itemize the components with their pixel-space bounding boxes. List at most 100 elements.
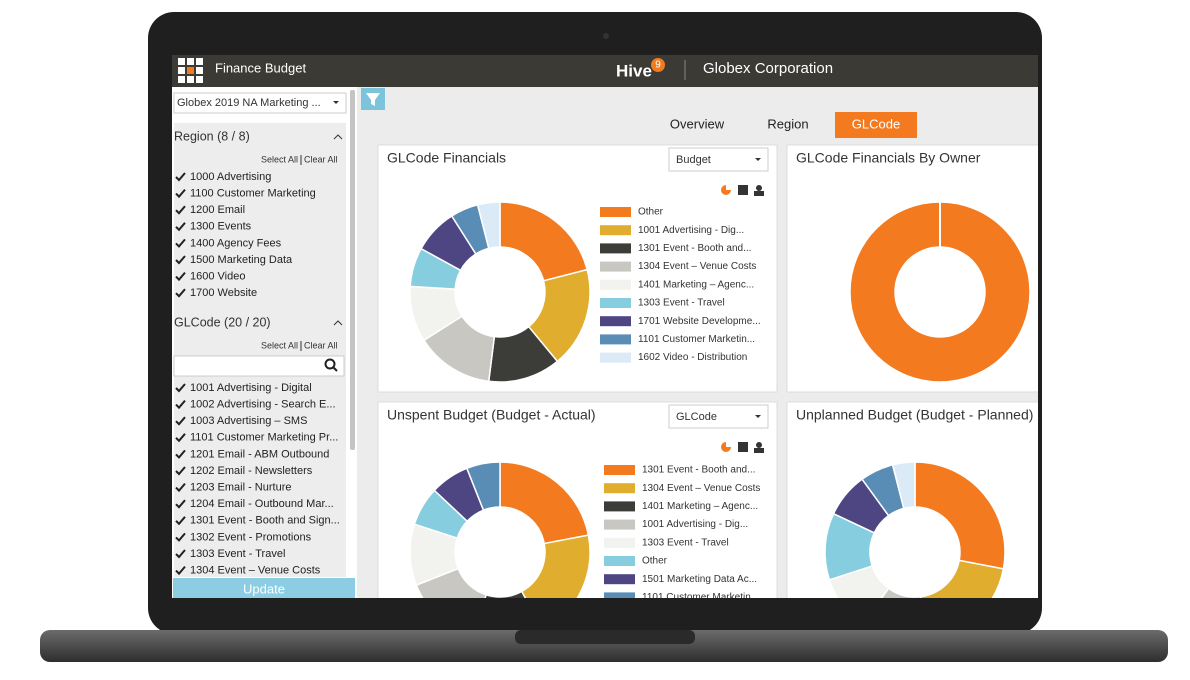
tab-active[interactable] <box>835 112 917 138</box>
legend-swatch <box>600 261 631 272</box>
legend-swatch <box>604 556 635 566</box>
update-button[interactable] <box>173 578 355 602</box>
check-icon <box>175 416 186 426</box>
legend-label[interactable]: 1401 Marketing – Agenc... <box>642 501 758 512</box>
legend-swatch <box>600 298 631 308</box>
legend-label[interactable]: 1401 Marketing – Agenc... <box>638 279 754 290</box>
filter-item[interactable]: 1002 Advertising - Search E... <box>190 399 336 411</box>
legend-label[interactable]: Other <box>642 556 668 567</box>
filter-item[interactable]: 1203 Email - Nurture <box>190 482 292 494</box>
check-icon <box>175 222 186 232</box>
table-view-icon[interactable] <box>738 185 748 195</box>
check-icon <box>175 271 186 282</box>
check-icon <box>175 532 186 542</box>
panel-select-text: Budget <box>676 154 711 166</box>
panel-select[interactable] <box>668 404 769 429</box>
company: Globex Corporation <box>703 60 833 77</box>
check-icon <box>175 238 186 248</box>
pie-view-icon[interactable] <box>721 442 731 452</box>
check-icon <box>175 288 186 298</box>
brand: Hive <box>616 61 652 80</box>
filter-item[interactable]: 1301 Event - Booth and Sign... <box>190 515 340 527</box>
filter-item[interactable]: 1700 Website <box>190 287 257 299</box>
owner-view-icon[interactable] <box>754 191 764 196</box>
filter-item[interactable]: 1201 Email - ABM Outbound <box>190 448 329 460</box>
filter-item[interactable]: 1600 Video <box>190 271 245 283</box>
tab[interactable]: Overview <box>670 116 725 131</box>
legend-swatch <box>600 352 631 363</box>
brand-badge-bg <box>651 58 665 72</box>
legend-swatch <box>604 465 635 475</box>
legend-label[interactable]: 1101 Customer Marketin... <box>642 592 759 603</box>
filter-item[interactable]: 1202 Email - Newsletters <box>190 465 313 477</box>
legend-label[interactable]: 1304 Event – Venue Costs <box>638 261 756 272</box>
tab[interactable]: GLCode <box>852 116 900 131</box>
legend-label[interactable]: 1101 Customer Marketin... <box>638 334 755 345</box>
filter-panel <box>174 123 346 577</box>
legend-label[interactable]: 1303 Event - Travel <box>638 298 725 309</box>
donut-slice <box>465 461 501 512</box>
filter-item[interactable]: 1300 Events <box>190 221 252 233</box>
search-box[interactable] <box>173 355 345 377</box>
caret <box>755 158 761 161</box>
legend-label[interactable]: 1701 Website Developme... <box>638 316 761 327</box>
filter-item[interactable]: 1003 Advertising – SMS <box>190 415 307 427</box>
table-view-icon[interactable] <box>738 442 748 452</box>
check-icon <box>175 205 186 215</box>
owner-view-icon[interactable] <box>754 448 764 453</box>
panel-select[interactable] <box>668 147 769 172</box>
legend-label[interactable]: Other <box>638 207 664 218</box>
select-all[interactable]: Select All <box>261 154 298 164</box>
plan-select[interactable] <box>173 92 347 114</box>
section-title[interactable]: GLCode (20 / 20) <box>174 315 271 329</box>
search-icon <box>324 358 336 370</box>
filter-item[interactable]: 1204 Email - Outbound Mar... <box>190 498 334 510</box>
camera <box>603 33 609 39</box>
owner-view-icon[interactable] <box>756 185 762 191</box>
legend-swatch <box>604 592 635 598</box>
notch <box>515 630 695 644</box>
caret <box>333 101 339 104</box>
legend-label[interactable]: 1304 Event – Venue Costs <box>642 483 760 494</box>
legend-label[interactable]: 1602 Video - Distribution <box>638 352 747 363</box>
filter-item[interactable]: 1000 Advertising <box>190 171 271 183</box>
panel-title: Unspent Budget (Budget - Actual) <box>387 407 596 423</box>
legend-swatch <box>604 537 635 548</box>
filter-item[interactable]: 1200 Email <box>190 204 245 216</box>
owner-view-icon[interactable] <box>756 442 762 448</box>
check-icon <box>175 516 186 526</box>
clear-all[interactable]: Clear All <box>304 340 338 350</box>
legend-label[interactable]: 1301 Event - Booth and... <box>638 243 751 254</box>
select-all[interactable]: Select All <box>261 340 298 350</box>
legend-swatch <box>600 279 631 290</box>
filter-item[interactable]: 1101 Customer Marketing Pr... <box>190 432 338 444</box>
legend-label[interactable]: 1501 Marketing Data Ac... <box>642 574 757 585</box>
screen: Finance Budget Hive 9 Globex Corporation… <box>172 55 1038 603</box>
filter-item[interactable]: 1001 Advertising - Digital <box>190 382 312 394</box>
scrollbar <box>350 90 355 450</box>
filter-item[interactable]: 1304 Event – Venue Costs <box>190 565 321 577</box>
donut-slice <box>476 201 501 250</box>
legend-swatch <box>600 316 631 327</box>
clear-all[interactable]: Clear All <box>304 154 338 164</box>
filter-item[interactable]: 1500 Marketing Data <box>190 254 293 266</box>
filter-item[interactable]: 1303 Event - Travel <box>190 548 285 560</box>
legend-label[interactable]: 1001 Advertising - Dig... <box>642 519 748 530</box>
legend-label[interactable]: 1301 Event - Booth and... <box>642 465 755 476</box>
check-icon <box>175 188 186 199</box>
filter-item[interactable]: 1400 Agency Fees <box>190 237 282 249</box>
tab[interactable]: Region <box>767 116 808 131</box>
filter-item[interactable]: 1100 Customer Marketing <box>190 188 316 200</box>
legend-label[interactable]: 1303 Event - Travel <box>642 537 729 548</box>
legend-swatch <box>600 243 631 254</box>
check-icon <box>175 499 186 509</box>
top-bar <box>172 55 1038 87</box>
legend-swatch <box>600 207 631 217</box>
collapse-caret <box>333 320 343 326</box>
pie-view-icon[interactable] <box>721 185 731 195</box>
legend-label[interactable]: 1001 Advertising - Dig... <box>638 225 744 236</box>
filter-item[interactable]: 1302 Event - Promotions <box>190 531 312 543</box>
app-grid-icon[interactable] <box>178 58 203 83</box>
section-title[interactable]: Region (8 / 8) <box>174 129 250 143</box>
